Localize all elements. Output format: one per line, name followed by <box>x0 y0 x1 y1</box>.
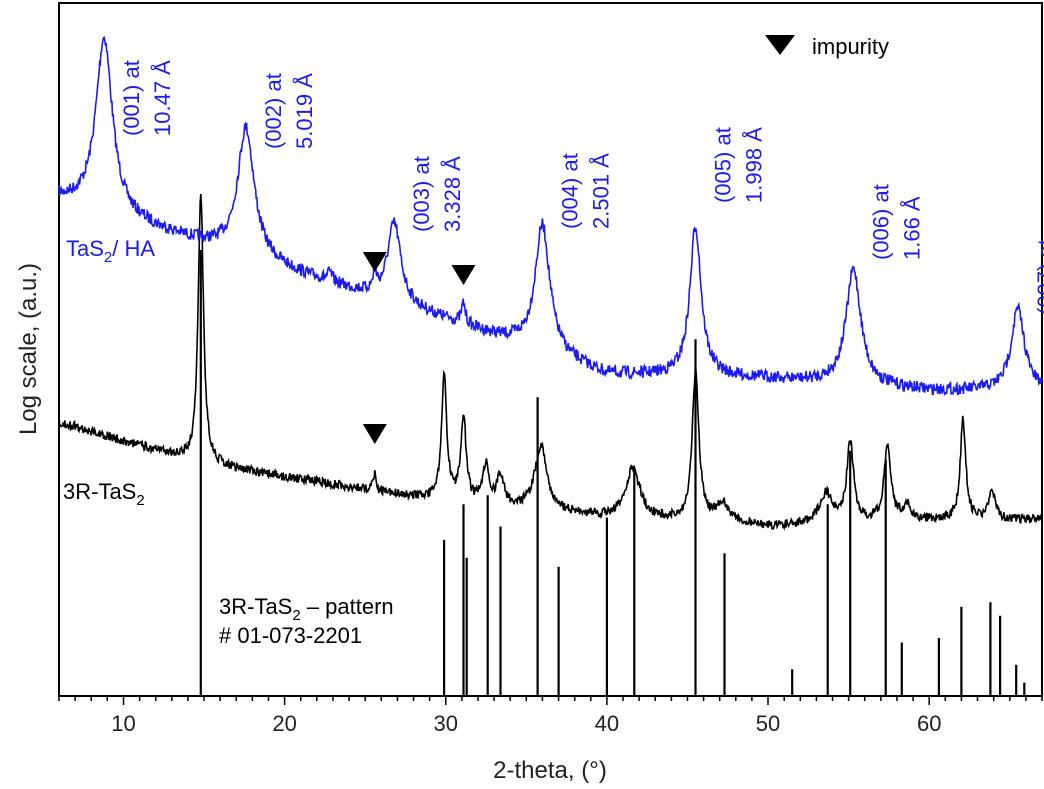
peak-annotation-label: (005) at <box>711 127 736 203</box>
peak-annotation-label: (007) at <box>1033 239 1044 315</box>
reference-label-sub: 2 <box>292 607 300 624</box>
peak-annotation-label: (006) at <box>869 184 894 260</box>
peak-annotation-label: 1.998 Å <box>742 127 767 203</box>
peak-annotation-label: (002) at <box>261 73 286 149</box>
impurity-triangle-icon <box>362 424 387 444</box>
series-line-tas2-ha <box>58 35 1043 397</box>
x-tick-label: 10 <box>111 711 135 736</box>
legend-label: impurity <box>812 34 889 59</box>
reference-label-main: 3R-TaS <box>219 594 292 619</box>
peak-annotation-label: 1.66 Å <box>900 196 925 260</box>
plot-frame <box>58 2 1043 697</box>
x-tick-label: 50 <box>756 711 780 736</box>
reference-pattern-lines <box>199 250 1026 696</box>
peak-annotation-label: 2.501 Å <box>588 153 613 229</box>
peak-annotation-label: 3.328 Å <box>440 156 465 232</box>
x-tick-label: 30 <box>434 711 458 736</box>
x-axis-title: 2-theta, (°) <box>493 757 607 784</box>
peak-annotation-label: (003) at <box>409 156 434 232</box>
series-label-tas2-ha-sub: 2 <box>104 249 112 266</box>
series-label-tas2-ha-main: TaS <box>66 236 104 261</box>
x-tick-label: 60 <box>917 711 941 736</box>
legend: impurity <box>765 34 889 59</box>
impurity-triangle-icon <box>362 252 387 272</box>
series-label-3r-tas2-sub: 2 <box>136 492 144 509</box>
reference-label: 3R-TaS2 – pattern <box>219 594 394 624</box>
impurity-triangle-icon <box>451 265 476 285</box>
y-axis-title: Log scale, (a.u.) <box>15 263 42 435</box>
peak-annotation-label: (004) at <box>557 153 582 229</box>
series-line-3r-tas2 <box>58 193 1043 531</box>
series-label-3r-tas2-main: 3R-TaS <box>63 479 136 504</box>
x-axis-ticks: 10 20 30 40 50 60 <box>58 696 1043 736</box>
peak-annotation-label: 5.019 Å <box>292 73 317 149</box>
x-tick-label: 20 <box>272 711 296 736</box>
series-label-tas2-ha-tail: / HA <box>112 236 155 261</box>
impurity-markers <box>362 252 476 444</box>
x-tick-label: 40 <box>595 711 619 736</box>
series-label-tas2-ha: TaS2/ HA <box>66 236 155 266</box>
peak-annotations: (001) at 10.47 Å (002) at 5.019 Å (003) at 3.… <box>119 60 1044 315</box>
peak-annotation-label: (001) at <box>119 60 144 136</box>
reference-label-tail: – pattern <box>301 594 394 619</box>
series-label-3r-tas2: 3R-TaS2 <box>63 479 145 509</box>
legend-triangle-icon <box>765 35 795 55</box>
reference-id: # 01-073-2201 <box>219 623 362 648</box>
peak-annotation-label: 10.47 Å <box>150 60 175 136</box>
